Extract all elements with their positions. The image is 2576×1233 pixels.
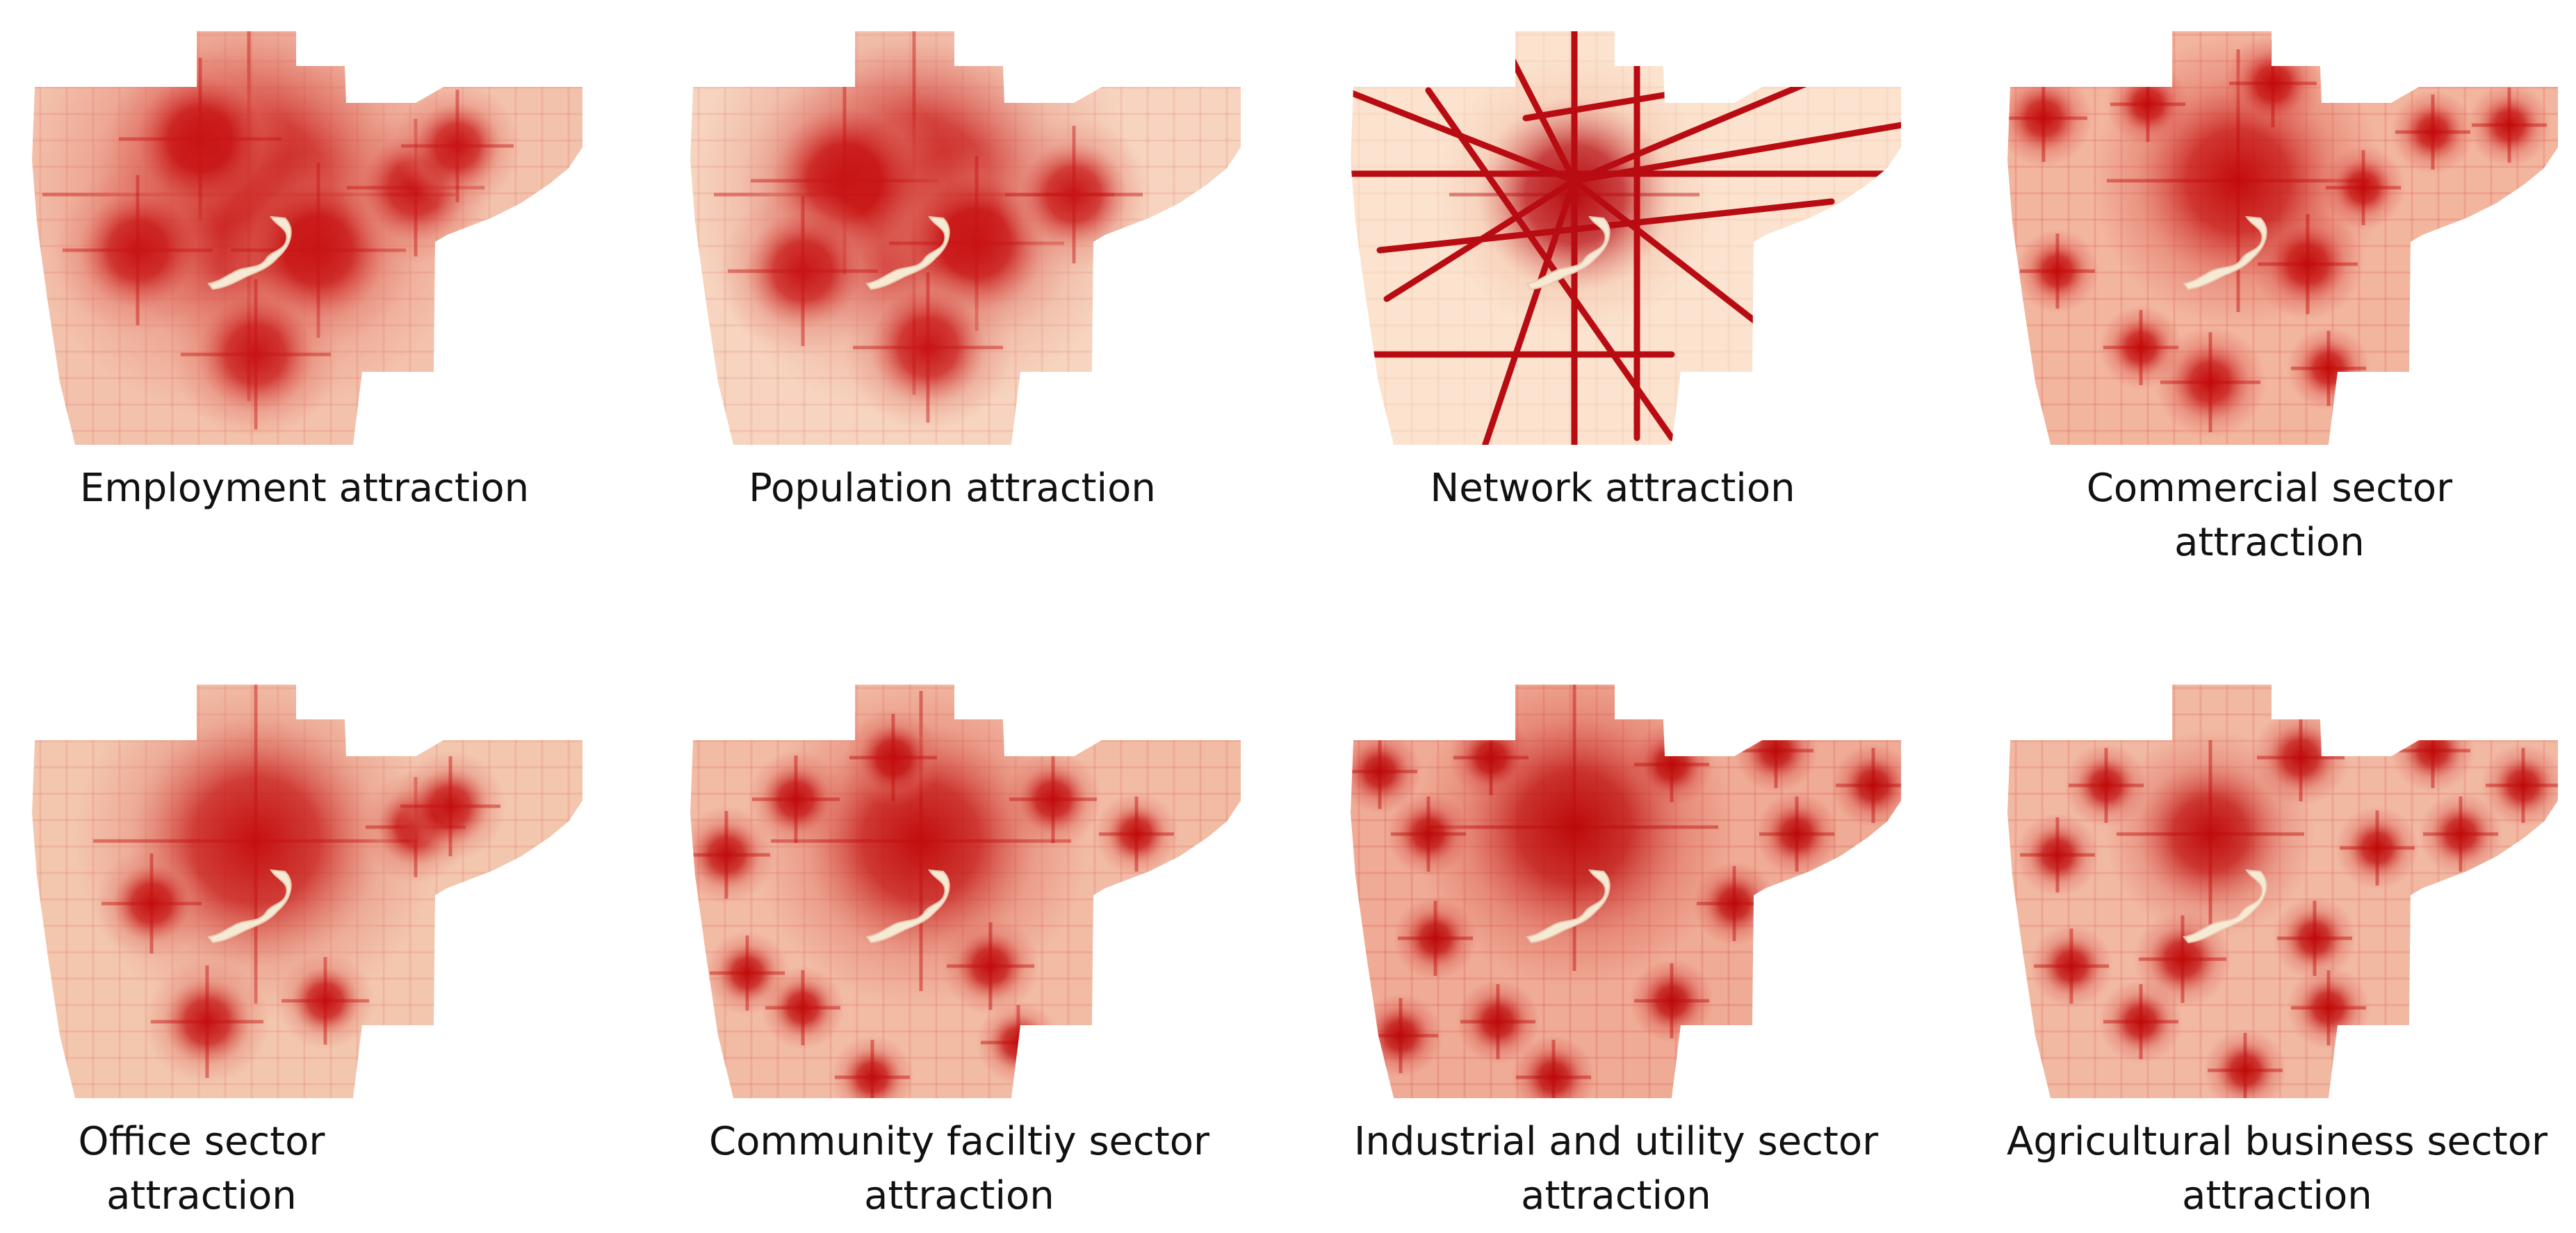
attraction-hotspot (1351, 730, 1421, 813)
map-employment (26, 21, 582, 452)
map-agricultural (2002, 674, 2558, 1105)
network-attraction-map (1351, 31, 1901, 445)
caption-agricultural: Agricultural business sector attraction (2007, 1119, 2548, 1218)
attraction-hotspot (747, 751, 845, 848)
agricultural-business-sector-attraction-map (2007, 685, 2558, 1098)
attraction-hotspot (54, 167, 221, 334)
river (207, 869, 292, 944)
caption-industrial: Industrial and utility sector attraction (1353, 1119, 1879, 1218)
map-office (26, 674, 582, 1105)
map-surface (1351, 31, 1901, 445)
caption-population: Population attraction (749, 466, 1156, 511)
attraction-hotspot (845, 709, 942, 806)
caption-community: Community faciltiy sector attraction (709, 1119, 1209, 1218)
attraction-hotspot (1832, 744, 1901, 827)
river (1526, 215, 1611, 291)
attraction-hotspot (690, 806, 775, 904)
attraction-hotspot (395, 83, 520, 209)
attraction-hotspot (395, 751, 506, 862)
attraction-hotspot (2016, 813, 2099, 897)
map-surface (2007, 685, 2558, 1098)
river (865, 215, 950, 291)
river (207, 215, 292, 291)
attraction-hotspot (719, 188, 886, 354)
map-surface (1351, 685, 1901, 1098)
river (1526, 869, 1611, 944)
population-attraction-map (690, 31, 1241, 445)
attraction-hotspot (2419, 792, 2502, 876)
map-surface (32, 685, 582, 1098)
attraction-hotspot (1512, 1036, 1595, 1098)
attraction-hotspot (2203, 1029, 2287, 1098)
attraction-hotspot (277, 952, 374, 1050)
attraction-hotspot (2252, 209, 2363, 320)
attraction-hotspot (172, 271, 339, 438)
attraction-hotspot (1394, 897, 1477, 980)
attraction-hotspot (942, 917, 1039, 1015)
road-line (1481, 177, 1578, 445)
caption-employment: Employment attraction (79, 466, 530, 511)
attraction-hotspot (2273, 897, 2356, 980)
attraction-hotspot (706, 931, 789, 1015)
attraction-hotspot (2064, 744, 2148, 827)
attraction-hotspot (1456, 980, 1540, 1063)
map-surface (690, 685, 1241, 1098)
attraction-hotspot (1755, 792, 1839, 876)
attraction-hotspot (2322, 146, 2405, 229)
map-surface (690, 31, 1241, 445)
attraction-hotspot (2391, 90, 2475, 174)
attraction-hotspot (1095, 792, 1178, 876)
attraction-hotspot (2468, 83, 2551, 167)
map-surface (32, 31, 582, 445)
attraction-hotspot (2335, 806, 2419, 890)
attraction-hotspot (2016, 229, 2099, 313)
road-line (1425, 87, 1675, 441)
community-facility-sector-attraction-map (690, 685, 1241, 1098)
attraction-hotspot (845, 264, 1011, 431)
employment-attraction-map (32, 31, 582, 445)
map-industrial (1345, 674, 1901, 1105)
industrial-utility-sector-attraction-map (1351, 685, 1901, 1098)
attraction-hotspot (831, 1036, 914, 1098)
road-network (1351, 31, 1901, 445)
attraction-hotspot (1630, 959, 1713, 1043)
road-line (1571, 177, 1766, 330)
caption-commercial: Commercial sector attraction (2086, 466, 2453, 565)
attraction-hotspot (1387, 792, 1470, 876)
attraction-hotspot (2155, 327, 2266, 438)
attraction-hotspot (96, 848, 207, 959)
river (865, 869, 950, 944)
attraction-hotspot (145, 959, 270, 1084)
map-community (685, 674, 1241, 1105)
commercial-sector-attraction-map (2007, 31, 2558, 445)
attraction-hotspot (1004, 751, 1102, 848)
attraction-hotspot (2481, 744, 2558, 827)
river (2183, 215, 2267, 291)
map-network (1345, 21, 1901, 452)
map-population (685, 21, 1241, 452)
river (2183, 869, 2267, 944)
office-sector-attraction-map (32, 685, 582, 1098)
map-surface (2007, 31, 2558, 445)
attraction-hotspot (2030, 924, 2113, 1008)
caption-network: Network attraction (1430, 466, 1795, 511)
caption-office: Office sector attraction (78, 1119, 325, 1218)
map-commercial (2002, 21, 2558, 452)
attraction-hotspot (2007, 70, 2092, 167)
